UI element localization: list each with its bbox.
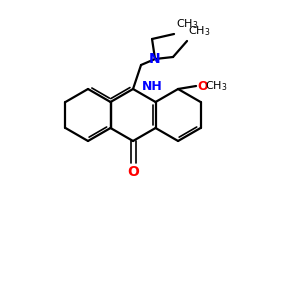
Text: CH$_3$: CH$_3$	[176, 17, 199, 31]
Text: O: O	[197, 80, 208, 92]
Text: N: N	[149, 52, 161, 66]
Text: CH$_3$: CH$_3$	[188, 24, 211, 38]
Text: NH: NH	[142, 80, 163, 93]
Text: O: O	[127, 165, 139, 179]
Text: CH$_3$: CH$_3$	[205, 79, 228, 93]
